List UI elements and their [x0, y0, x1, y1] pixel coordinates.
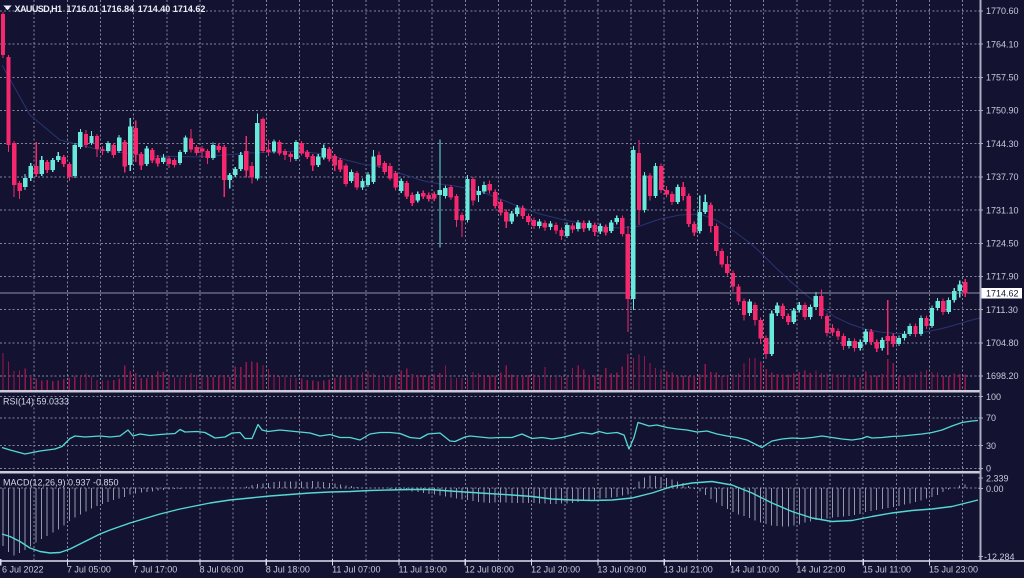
svg-text:1731.10: 1731.10	[986, 205, 1019, 215]
svg-text:100: 100	[986, 392, 1001, 402]
svg-text:12 Jul 20:00: 12 Jul 20:00	[531, 565, 580, 575]
svg-text:XAUUSD,H1: XAUUSD,H1	[15, 4, 63, 14]
svg-text:30: 30	[986, 441, 996, 451]
svg-text:11 Jul 07:00: 11 Jul 07:00	[332, 565, 380, 575]
svg-text:15 Jul 23:00: 15 Jul 23:00	[929, 565, 978, 575]
svg-text:RSI(14) 59.0333: RSI(14) 59.0333	[3, 397, 69, 407]
svg-text:13 Jul 21:00: 13 Jul 21:00	[664, 565, 713, 575]
svg-text:0.00: 0.00	[986, 484, 1004, 494]
svg-text:1714.40: 1714.40	[138, 4, 171, 14]
svg-text:1770.60: 1770.60	[986, 6, 1019, 16]
svg-text:1714.62: 1714.62	[173, 4, 206, 14]
svg-text:1750.90: 1750.90	[986, 106, 1019, 116]
svg-text:8 Jul 06:00: 8 Jul 06:00	[200, 565, 244, 575]
svg-text:13 Jul 09:00: 13 Jul 09:00	[597, 565, 646, 575]
svg-text:7 Jul 05:00: 7 Jul 05:00	[67, 565, 111, 575]
svg-text:14 Jul 10:00: 14 Jul 10:00	[730, 565, 779, 575]
svg-text:11 Jul 19:00: 11 Jul 19:00	[399, 565, 447, 575]
svg-text:2.339: 2.339	[986, 474, 1009, 484]
svg-text:6 Jul 2022: 6 Jul 2022	[2, 565, 44, 575]
svg-text:1698.20: 1698.20	[986, 371, 1019, 381]
svg-text:1757.50: 1757.50	[986, 73, 1019, 83]
svg-text:0: 0	[986, 464, 991, 474]
svg-text:1716.84: 1716.84	[102, 4, 135, 14]
svg-text:1724.50: 1724.50	[986, 239, 1019, 249]
svg-text:70: 70	[986, 413, 996, 423]
svg-text:1711.30: 1711.30	[986, 305, 1018, 315]
svg-text:15 Jul 11:00: 15 Jul 11:00	[863, 565, 911, 575]
svg-text:1737.70: 1737.70	[986, 172, 1019, 182]
svg-text:8 Jul 18:00: 8 Jul 18:00	[266, 565, 310, 575]
svg-text:-12.284: -12.284	[984, 552, 1015, 562]
svg-text:1717.90: 1717.90	[986, 272, 1019, 282]
svg-text:12 Jul 08:00: 12 Jul 08:00	[465, 565, 514, 575]
svg-text:1764.10: 1764.10	[986, 39, 1019, 49]
svg-text:1704.80: 1704.80	[986, 338, 1019, 348]
svg-text:1744.30: 1744.30	[986, 139, 1019, 149]
svg-text:7 Jul 17:00: 7 Jul 17:00	[133, 565, 177, 575]
svg-text:1714.62: 1714.62	[986, 289, 1019, 299]
svg-text:MACD(12,26,9) 0.937 -0.850: MACD(12,26,9) 0.937 -0.850	[3, 478, 119, 488]
svg-text:1716.01: 1716.01	[66, 4, 99, 14]
svg-text:14 Jul 22:00: 14 Jul 22:00	[796, 565, 845, 575]
